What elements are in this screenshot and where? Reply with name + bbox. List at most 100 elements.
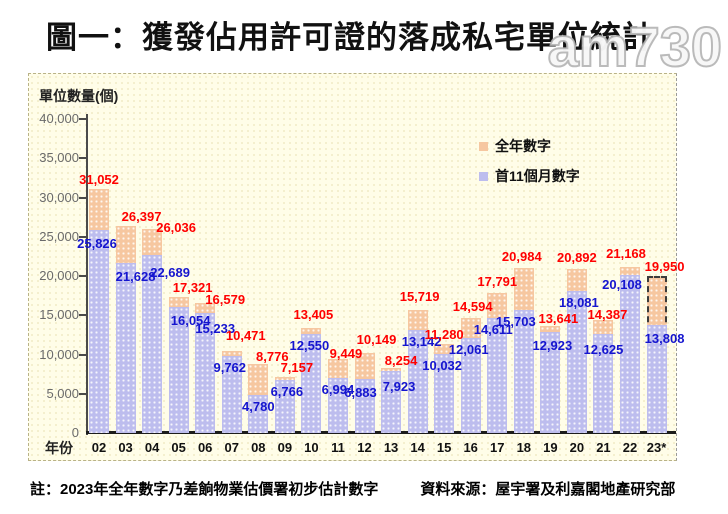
bar-11m-10 [301, 334, 322, 433]
footnote-text: 註：2023年全年數字乃差餉物業估價署初步估計數字 [30, 481, 379, 498]
label-11m-15: 10,032 [422, 358, 463, 374]
x-tick-label-16: 16 [463, 440, 478, 455]
legend-label-full-year: 全年數字 [495, 138, 551, 154]
bar-11m-13 [381, 370, 402, 433]
label-full-04: 26,036 [156, 219, 196, 235]
label-11m-19: 12,923 [532, 337, 573, 353]
y-tick-mark [79, 235, 86, 238]
y-tick-label: 30,000 [39, 189, 79, 205]
am730-watermark: am730 [547, 14, 723, 79]
bar-11m-18 [513, 309, 534, 433]
x-tick-label-10: 10 [304, 440, 319, 455]
label-11m-06: 15,233 [195, 321, 236, 337]
label-11m-17: 14,611 [473, 322, 513, 338]
x-tick-label-12: 12 [357, 440, 372, 455]
page-title: 圖一：獲發佔用許可證的落成私宅單位統計 [46, 20, 654, 55]
label-full-13: 8,254 [384, 353, 418, 369]
x-tick-label-02: 02 [91, 440, 107, 455]
bar-11m-06 [195, 313, 216, 433]
x-tick-label-15: 15 [436, 440, 452, 455]
y-tick-mark [79, 118, 86, 120]
y-tick-mark [79, 314, 86, 317]
label-full-11: 9,449 [329, 345, 363, 361]
bar-11m-11 [327, 378, 348, 433]
label-full-17: 17,791 [477, 274, 518, 290]
label-11m-22: 20,108 [602, 277, 642, 293]
x-tick-label-04: 04 [144, 440, 160, 455]
label-11m-04: 22,689 [150, 264, 190, 280]
bar-11m-16 [460, 338, 481, 433]
y-axis-line [86, 114, 88, 435]
bar-11m-17 [487, 318, 508, 433]
label-full-15: 11,280 [424, 327, 464, 343]
y-tick-mark [79, 353, 86, 356]
y-tick-label: 40,000 [39, 111, 79, 126]
y-tick-label: 35,000 [39, 150, 79, 166]
label-11m-11: 6,994 [321, 382, 355, 398]
y-tick-label: 10,000 [39, 346, 79, 362]
x-axis-title: 年份 [45, 440, 73, 456]
x-tick-label-06: 06 [197, 440, 213, 455]
label-11m-16: 12,061 [448, 342, 489, 358]
legend-swatch-first-11-months [479, 171, 488, 181]
label-11m-10: 12,550 [289, 338, 330, 354]
bar-11m-02 [89, 230, 109, 433]
x-tick-label-20: 20 [569, 440, 585, 455]
x-tick-label-08: 08 [251, 440, 266, 455]
x-tick-label-11: 11 [331, 440, 345, 455]
label-full-21: 14,387 [587, 307, 628, 323]
label-11m-07: 9,762 [213, 360, 247, 376]
bar-11m-07 [221, 356, 242, 433]
label-11m-03: 21,628 [115, 269, 156, 285]
x-tick-label-05: 05 [171, 440, 186, 455]
label-full-07: 10,471 [225, 327, 266, 343]
x-tick-label-07: 07 [224, 440, 239, 455]
label-full-22: 21,168 [606, 245, 646, 261]
bar-11m-12 [354, 378, 375, 433]
bar-11m-03 [115, 263, 136, 433]
bar-11m-23* [646, 324, 667, 433]
bar-11m-15 [434, 354, 455, 433]
y-axis-title: 單位數量(個) [39, 88, 119, 104]
legend-label-first-11-months: 首11個月數字 [495, 168, 580, 184]
source-text: 資料來源：屋宇署及利嘉閣地產研究部 [420, 481, 676, 498]
y-tick-label: 15,000 [39, 307, 79, 323]
x-tick-label-17: 17 [490, 440, 505, 455]
y-tick-label: 25,000 [39, 228, 79, 244]
bar-11m-22 [620, 275, 640, 433]
label-full-12: 10,149 [356, 332, 397, 348]
chart-box: 單位數量(個) 年份 全年數字 首11個月數字 31,052 25,826 26,3… [28, 73, 684, 461]
label-full-19: 13,641 [538, 310, 579, 326]
x-tick-label-21: 21 [596, 440, 611, 455]
label-full-18: 20,984 [501, 249, 542, 265]
label-full-05: 17,321 [172, 280, 213, 296]
x-tick-label-09: 09 [277, 440, 293, 455]
y-tick-mark [79, 196, 86, 199]
label-full-16: 14,594 [452, 299, 493, 315]
y-tick-label: 0 [71, 425, 79, 440]
x-tick-label-22: 22 [622, 440, 638, 455]
label-full-20: 20,892 [557, 249, 597, 265]
x-axis-line [86, 431, 676, 434]
label-full-02: 31,052 [79, 172, 119, 188]
x-tick-label-23*: 23* [646, 440, 667, 455]
legend-swatch-full-year [479, 141, 488, 151]
label-11m-05: 16,054 [170, 312, 211, 328]
x-tick-label-19: 19 [543, 440, 558, 455]
x-tick-label-18: 18 [516, 440, 532, 455]
label-full-08: 8,776 [256, 349, 289, 365]
label-11m-13: 7,923 [382, 378, 416, 394]
label-11m-21: 12,625 [583, 341, 624, 357]
legend-item-first-11-months: 首11個月數字 [479, 166, 580, 186]
label-11m-18: 15,703 [495, 313, 536, 329]
y-tick-label: 5,000 [46, 385, 79, 401]
y-tick-label: 20,000 [39, 268, 79, 283]
legend: 全年數字 首11個月數字 [479, 136, 580, 196]
label-11m-09: 6,766 [270, 383, 304, 399]
label-11m-02: 25,826 [77, 236, 117, 252]
bar-11m-14 [407, 329, 428, 433]
y-tick-mark [79, 157, 86, 160]
label-full-09: 7,157 [280, 359, 314, 375]
legend-item-full-year: 全年數字 [479, 136, 580, 156]
